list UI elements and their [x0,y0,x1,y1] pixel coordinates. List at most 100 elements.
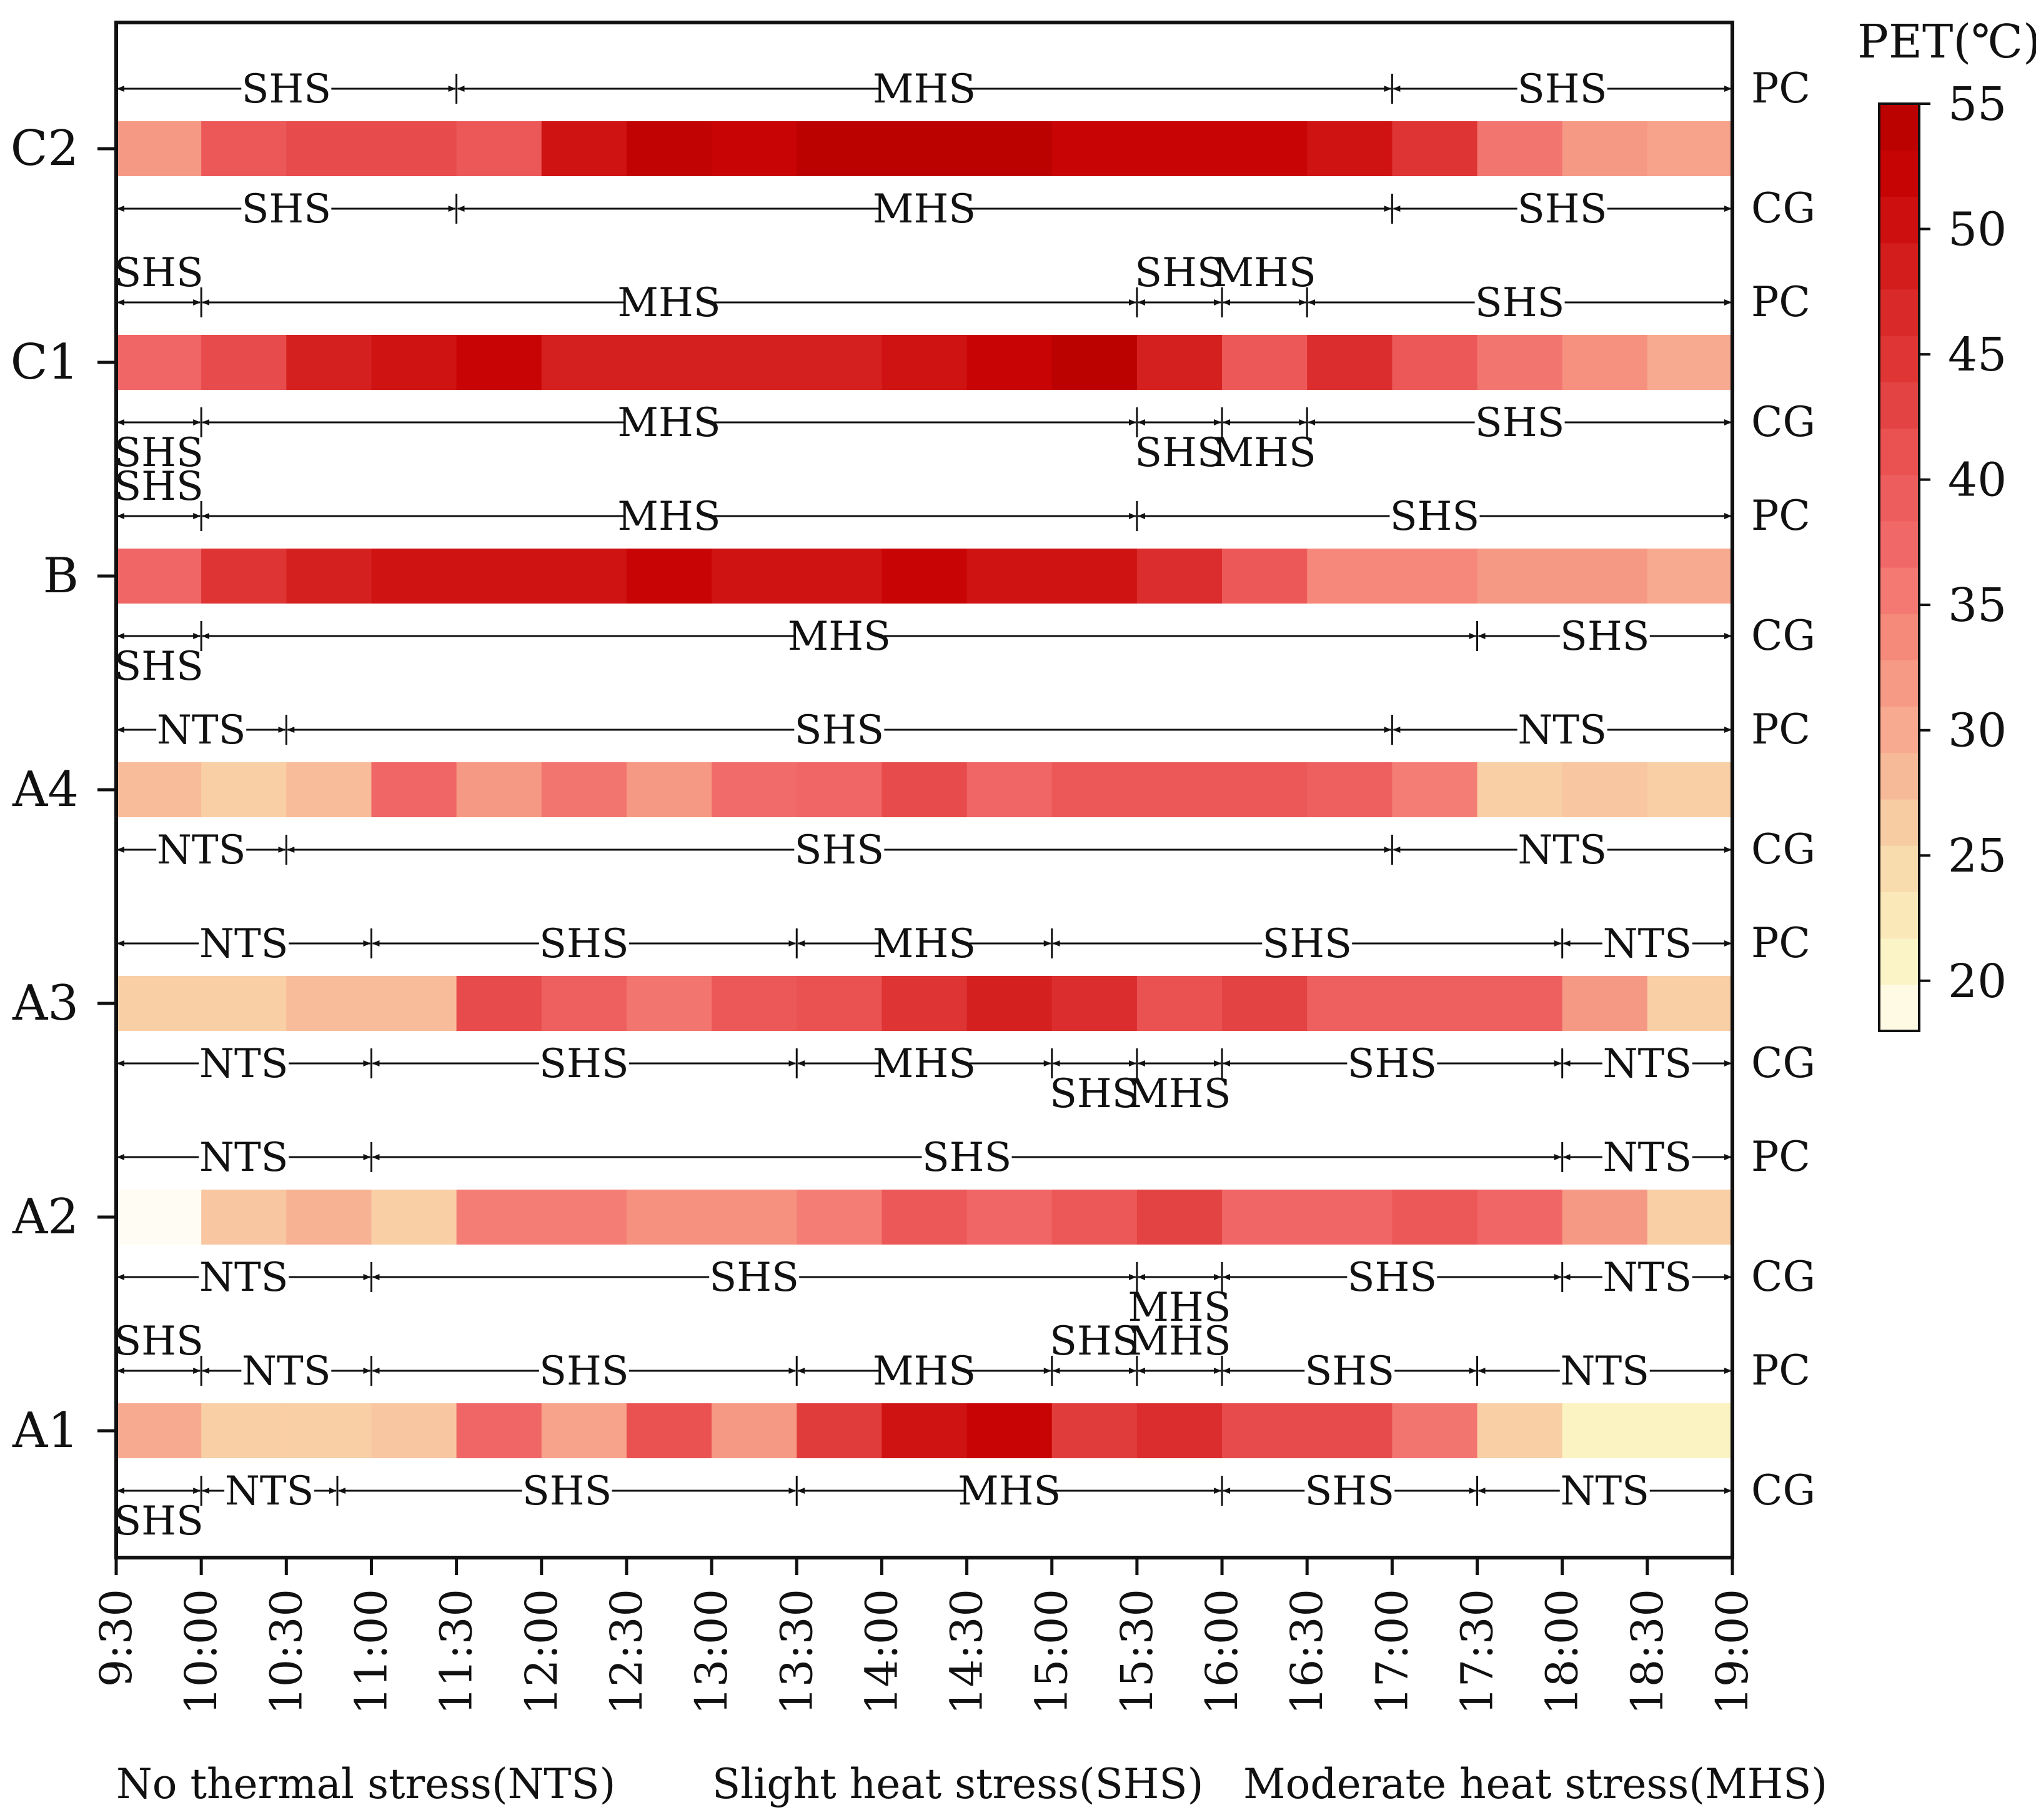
cell-a1-6 [626,1403,712,1458]
cell-b-8 [797,549,883,604]
cell-c2-17 [1562,121,1648,176]
line-tag-pc: PC [1751,1346,1810,1395]
cell-a3-8 [797,976,883,1031]
cell-c2-13 [1222,121,1308,176]
label-backdrop [1559,1352,1650,1390]
cell-a3-1 [201,976,287,1031]
stress-segment-label: MHS [958,1468,1061,1514]
cell-a2-7 [712,1190,797,1245]
cell-c1-1 [201,335,287,390]
stress-segment-label: NTS [157,827,246,873]
cell-c2-11 [1051,121,1138,176]
label-backdrop [156,831,247,868]
stress-segment-label: SHS [922,1135,1012,1181]
label-backdrop [709,1258,800,1296]
colorbar-band [1879,567,1919,614]
stress-segment-label: SHS [1348,1255,1438,1301]
cell-b-3 [371,549,457,604]
cell-a2-16 [1477,1190,1563,1245]
stress-segment-label: NTS [1603,1255,1692,1301]
stress-segment-label: NTS [1560,1468,1649,1514]
row-label-b: B [43,548,79,604]
label-backdrop [522,1472,612,1509]
time-label: 11:00 [345,1589,397,1715]
label-backdrop [624,497,715,535]
cell-b-18 [1647,549,1733,604]
colorbar-band [1879,150,1919,197]
cell-b-6 [626,549,712,604]
stress-segment-label: MHS [617,494,720,540]
stress-line-a4-pc: NTS SHS NTS PC [117,705,1810,753]
cell-c1-5 [541,335,627,390]
time-label: 17:30 [1452,1589,1503,1715]
line-tag-cg: CG [1751,1039,1815,1087]
colorbar-band [1879,428,1919,475]
time-label: 18:00 [1537,1589,1588,1715]
time-label: 13:30 [771,1589,822,1715]
cell-b-9 [881,549,968,604]
cell-c1-17 [1562,335,1648,390]
row-label-a4: A4 [12,762,79,818]
cell-b-11 [1051,549,1138,604]
cell-a1-11 [1051,1403,1138,1458]
label-backdrop [224,1472,315,1509]
cell-a1-1 [201,1403,287,1458]
cell-a4-3 [371,762,457,817]
cell-a3-2 [286,976,372,1031]
stress-line-a1-cg: SHS NTS SHS MHS SHS NTS CG [114,1466,1815,1544]
cell-c2-0 [116,121,202,176]
cell-b-16 [1477,549,1563,604]
line-tag-cg: CG [1751,825,1815,873]
colorbar-tick-label: 55 [1948,77,2007,131]
stress-segment-label: NTS [1603,1135,1692,1181]
colorbar-band [1879,984,1919,1032]
label-backdrop [921,1138,1012,1176]
cell-a3-3 [371,976,457,1031]
cell-a4-15 [1392,762,1478,817]
stress-segment-label: SHS [1262,921,1352,967]
stress-segment-label: SHS [539,1041,629,1087]
cell-a4-1 [201,762,287,817]
stress-segment-label: NTS [1603,921,1692,967]
cell-a2-8 [797,1190,883,1245]
stress-segment-label: SHS [114,644,204,690]
cell-b-0 [116,549,202,604]
line-tag-cg: CG [1751,612,1815,660]
row-label-c1: C1 [11,334,79,390]
stress-segment-label: SHS [539,921,629,967]
colorbar-band [1879,104,1919,151]
cell-a4-7 [712,762,797,817]
stress-segment-label: NTS [1517,707,1607,753]
cell-a1-14 [1307,1403,1393,1458]
stress-line-a2-pc: NTS SHS NTS PC [117,1133,1810,1181]
line-tag-cg: CG [1751,398,1815,446]
cell-a4-8 [797,762,883,817]
cell-a1-17 [1562,1403,1648,1458]
colorbar-band [1879,336,1919,382]
cell-a2-1 [201,1190,287,1245]
cell-a4-0 [116,762,202,817]
label-backdrop [539,1045,629,1082]
cell-a4-14 [1307,762,1393,817]
time-label: 12:00 [516,1589,567,1715]
colorbar: 20 25 30 35 40 45 50 55 PET(℃) [1857,15,2036,1032]
time-label: 10:00 [176,1589,227,1715]
label-backdrop [879,1045,970,1082]
time-label: 14:30 [941,1589,993,1715]
cell-a1-4 [456,1403,542,1458]
colorbar-band [1879,520,1919,568]
colorbar-tick-label: 35 [1948,579,2007,632]
cell-a1-10 [966,1403,1053,1458]
row-label-a1: A1 [12,1403,79,1459]
cell-a3-9 [881,976,968,1031]
stress-segment-label: MHS [873,1041,976,1087]
cell-c2-12 [1136,121,1223,176]
cell-c1-4 [456,335,542,390]
time-label: 17:00 [1366,1589,1418,1715]
stress-segment-label: SHS [709,1255,799,1301]
cell-a3-6 [626,976,712,1031]
colorbar-band [1879,845,1919,892]
row-label-a2: A2 [12,1189,79,1245]
colorbar-band [1879,706,1919,753]
